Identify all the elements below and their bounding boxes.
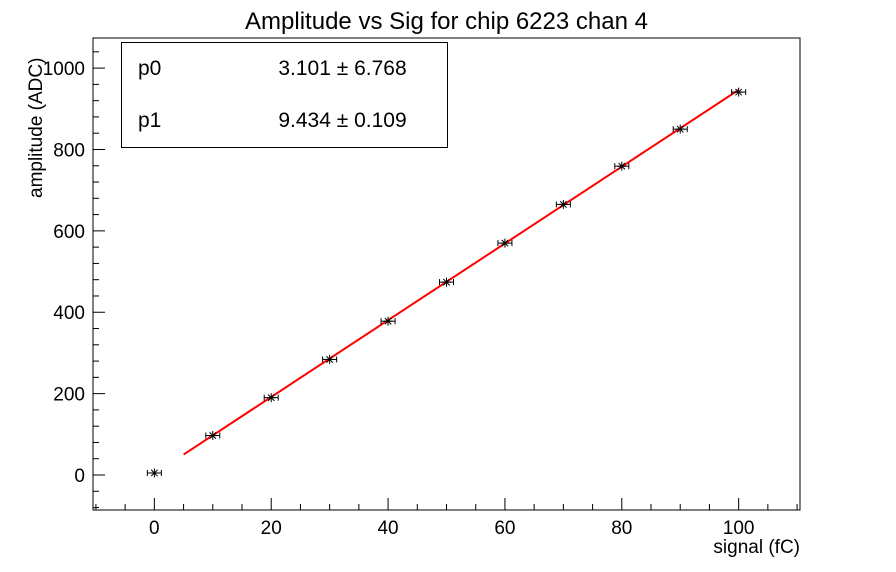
marker-stroke (384, 317, 392, 325)
marker-stroke (326, 355, 334, 364)
data-point (731, 87, 747, 97)
x-tick-label: 20 (261, 518, 282, 539)
marker-stroke (559, 200, 567, 208)
y-tick-label: 1000 (43, 59, 85, 80)
y-tick-label: 600 (53, 222, 85, 243)
marker-stroke (209, 431, 217, 440)
fit-line (183, 89, 740, 456)
stats-row-p0: p0 3.101 ± 6.768 (122, 57, 447, 81)
y-axis-title: amplitude (ADC) (26, 57, 47, 198)
marker-stroke (501, 239, 509, 247)
x-tick-label: 0 (149, 518, 160, 539)
y-tick-label: 0 (74, 466, 85, 487)
param-value-p1: 9.434 ± 0.109 (278, 109, 407, 132)
chart-title: Amplitude vs Sig for chip 6223 chan 4 (245, 8, 648, 35)
data-point (146, 468, 162, 478)
data-point (380, 316, 396, 326)
x-axis-title: signal (fC) (713, 537, 800, 558)
data-point (322, 354, 338, 364)
data-point (497, 238, 513, 248)
stats-row-p1: p1 9.434 ± 0.109 (122, 109, 447, 133)
marker-stroke (442, 278, 451, 286)
marker-stroke (676, 125, 684, 133)
data-point (555, 199, 571, 209)
x-tick-label: 80 (611, 518, 632, 539)
marker-stroke (618, 162, 626, 170)
param-name-p1: p1 (138, 109, 162, 132)
x-tick-label: 60 (494, 518, 515, 539)
param-value-p0: 3.101 ± 6.768 (278, 57, 407, 80)
data-point (263, 393, 279, 403)
x-tick-label: 40 (377, 518, 398, 539)
data-point (614, 161, 630, 171)
data-point (438, 277, 455, 287)
x-tick-label: 100 (723, 518, 755, 539)
param-name-p0: p0 (138, 57, 162, 80)
fit-stats-box: p0 3.101 ± 6.768 p1 9.434 ± 0.109 (121, 42, 448, 148)
data-point (672, 124, 688, 134)
y-tick-label: 400 (53, 303, 85, 324)
data-point (205, 431, 221, 441)
marker-stroke (150, 469, 158, 477)
marker-stroke (735, 88, 743, 96)
y-tick-label: 200 (53, 385, 85, 406)
y-tick-label: 800 (53, 140, 85, 161)
marker-stroke (267, 394, 275, 402)
